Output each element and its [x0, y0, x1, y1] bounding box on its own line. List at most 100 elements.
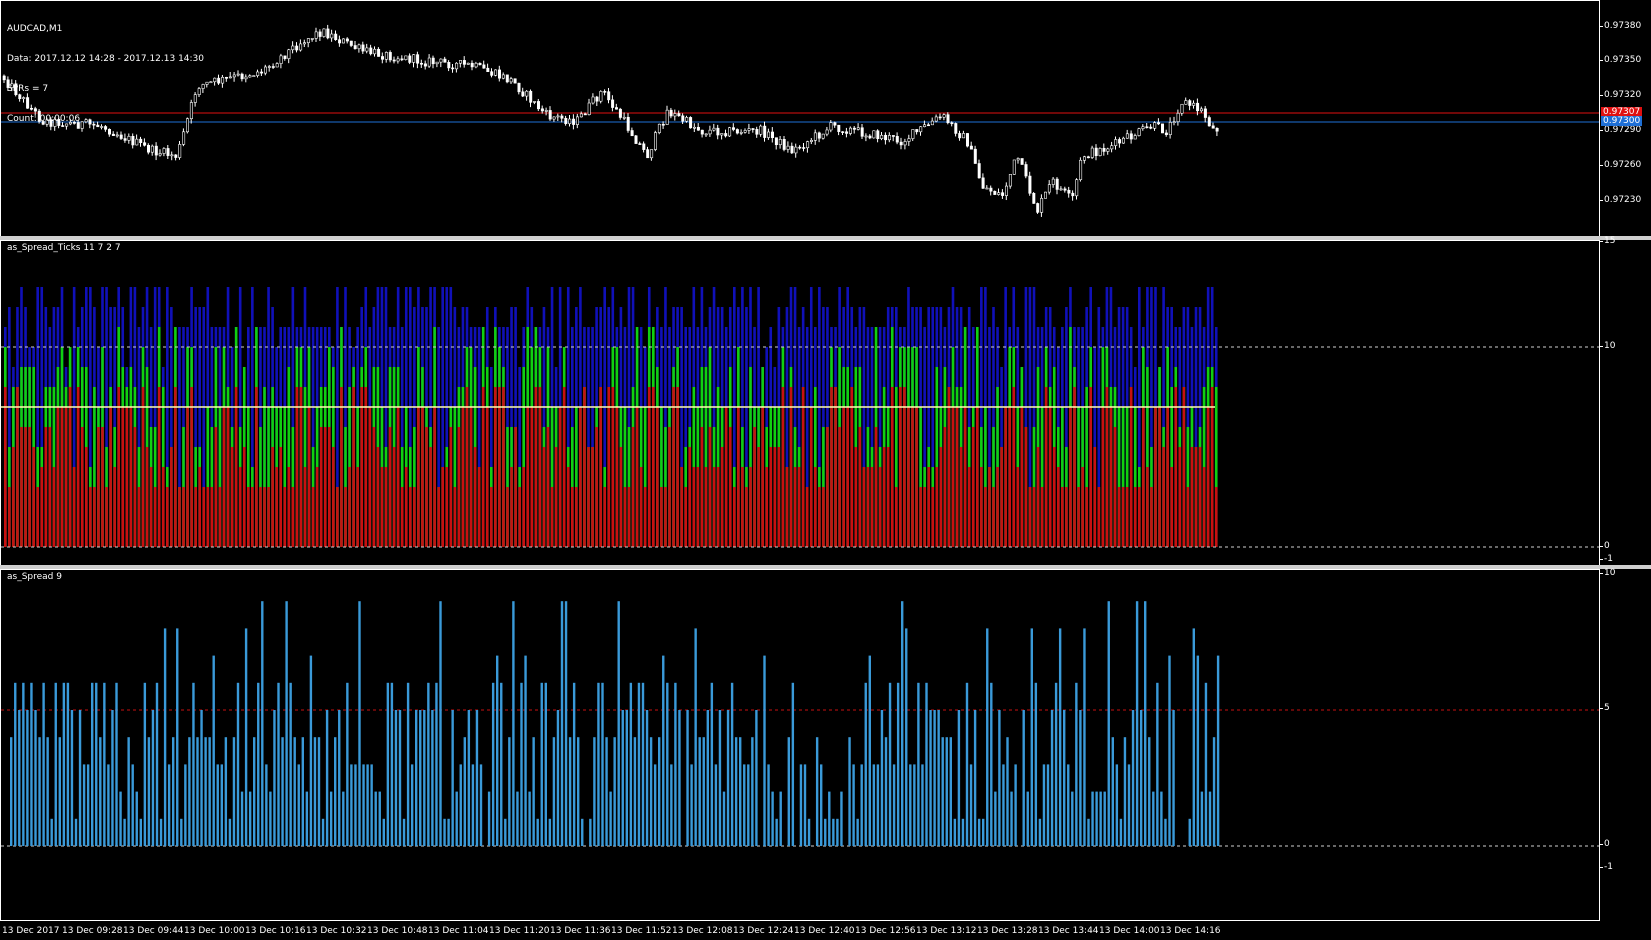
- spread-bar: [872, 764, 876, 846]
- candle-body: [806, 141, 810, 149]
- spread-ticks-blue-bar: [931, 307, 935, 547]
- candle-body: [65, 123, 69, 127]
- time-axis-label: 13 Dec 11:52: [611, 926, 672, 936]
- spread-bar: [1188, 818, 1191, 846]
- candle-body: [1032, 192, 1036, 204]
- spread-ticks-blue-bar: [178, 327, 181, 547]
- candle-body: [700, 129, 704, 135]
- spread-bar: [212, 655, 215, 846]
- spread-bar: [30, 682, 33, 846]
- spread-ticks-blue-bar: [591, 327, 594, 547]
- candle-body: [735, 129, 739, 134]
- spread-bar: [253, 737, 256, 846]
- spread-ticks-red-bar: [149, 467, 153, 547]
- spread-ticks-red-bar: [575, 487, 578, 547]
- spread-bar: [269, 791, 272, 846]
- spread-ticks-red-bar: [380, 467, 384, 547]
- spread-ticks-red-bar: [915, 407, 918, 547]
- spread-bar: [888, 682, 892, 846]
- bid-price-tag: 0.97300: [1601, 116, 1643, 126]
- spread-bar: [1123, 737, 1127, 846]
- spread-ticks-red-bar: [830, 387, 833, 547]
- spread-bar: [1067, 764, 1070, 846]
- spread-ticks-green-bar: [287, 367, 291, 547]
- spread-ticks-red-bar: [765, 467, 768, 547]
- spread-bar: [1014, 764, 1017, 846]
- candle-body: [111, 133, 115, 136]
- spread-ticks-red-bar: [988, 467, 991, 547]
- spread-ticks-red-bar: [834, 387, 837, 547]
- spread-ticks-red-bar: [716, 467, 720, 547]
- candle-body: [115, 134, 119, 137]
- spread-ticks-red-bar: [684, 487, 687, 547]
- spread-ticks-red-bar: [477, 467, 481, 547]
- spread-bar: [743, 764, 746, 846]
- spread-ticks-blue-bar: [105, 287, 108, 547]
- spread-bar: [1135, 601, 1139, 846]
- spread-bar: [702, 737, 705, 846]
- candle-body: [244, 76, 248, 80]
- time-axis-label: 13 Dec 12:08: [672, 926, 733, 936]
- spread-ticks-red-bar: [1052, 447, 1056, 547]
- spread-ticks-red-bar: [1138, 487, 1141, 547]
- spread-ticks-blue-bar: [202, 307, 206, 547]
- spread-bar: [467, 710, 471, 846]
- candle-body: [6, 79, 10, 88]
- spread-ticks-green-bar: [1077, 407, 1080, 547]
- candle-body: [1059, 188, 1063, 191]
- spread-bar: [815, 737, 819, 846]
- price-chart-pane[interactable]: AUDCAD,M1 Data: 2017.12.12 14:28 - 2017.…: [0, 0, 1600, 237]
- price-axis[interactable]: 0.97380 0.97350 0.97320 0.97290 0.97260 …: [1599, 0, 1651, 237]
- candle-body: [10, 83, 14, 88]
- spread-ticks-red-bar: [603, 487, 606, 547]
- candle-body: [872, 130, 876, 139]
- spread-ticks-green-bar: [575, 407, 578, 547]
- pane-separator[interactable]: [0, 565, 1651, 569]
- spread-bar: [350, 764, 353, 846]
- spread-bar: [601, 682, 604, 846]
- spread-ticks-red-bar: [1101, 407, 1105, 547]
- candle-body: [965, 133, 969, 147]
- pane-separator[interactable]: [0, 236, 1651, 240]
- candle-body: [1071, 192, 1075, 197]
- spread-bar: [653, 764, 657, 846]
- spread-bar: [1144, 601, 1147, 846]
- spread-ticks-red-bar: [1032, 487, 1036, 547]
- candle-body: [186, 118, 190, 133]
- spread-bar: [544, 682, 547, 846]
- candle-body: [903, 141, 907, 146]
- candle-body: [37, 110, 41, 122]
- spread-ticks-red-bar: [538, 387, 542, 547]
- spread-bar: [860, 764, 863, 846]
- candle-body: [1102, 147, 1106, 152]
- spread-bar: [1172, 710, 1175, 846]
- spread-bar: [200, 710, 203, 846]
- spread-ticks-pane[interactable]: as_Spread_Ticks 11 7 2 7: [0, 240, 1600, 566]
- spread-ticks-red-bar: [473, 447, 477, 547]
- spread-bar: [714, 764, 718, 846]
- spread-ticks-red-bar: [1065, 487, 1068, 547]
- candle-body: [529, 90, 533, 103]
- spread-bar: [528, 791, 531, 846]
- candle-body: [275, 63, 279, 68]
- spread-ticks-red-bar: [668, 427, 671, 547]
- candle-body: [852, 127, 856, 130]
- spread-pane[interactable]: as_Spread 9: [0, 569, 1600, 921]
- spread-ticks-blue-bar: [409, 287, 412, 547]
- spread-ticks-blue-bar: [805, 327, 809, 547]
- spread-ticks-red-bar: [664, 487, 667, 547]
- candle-body: [622, 116, 626, 119]
- spread-ticks-red-bar: [1158, 407, 1161, 547]
- spread-bar: [512, 601, 515, 846]
- time-axis[interactable]: 13 Dec 2017 13 Dec 09:28 13 Dec 09:44 13 De…: [0, 920, 1600, 940]
- spread-ticks-red-bar: [866, 467, 870, 547]
- candle-body: [802, 147, 806, 149]
- candle-body: [743, 130, 747, 133]
- spread-bar: [82, 764, 86, 846]
- candle-body: [747, 128, 751, 131]
- spread-bar: [1058, 628, 1062, 846]
- spread-bar: [641, 682, 645, 846]
- spread-ticks-red-bar: [1040, 487, 1044, 547]
- spread-ticks-green-bar: [919, 407, 922, 547]
- candle-body: [794, 146, 798, 154]
